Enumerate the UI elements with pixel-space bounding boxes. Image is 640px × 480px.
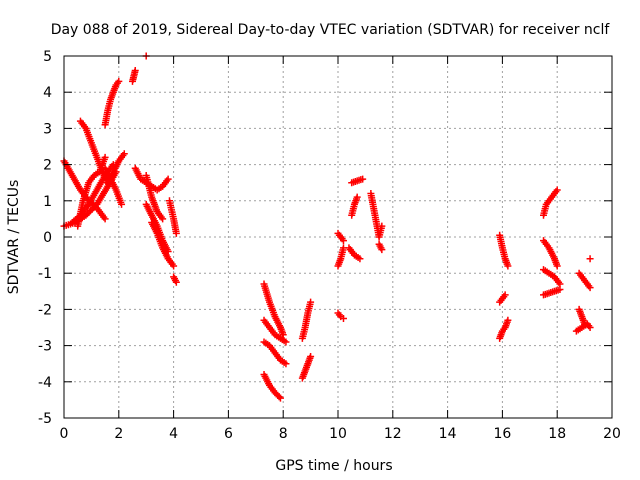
x-tick-label: 16 <box>493 426 511 442</box>
data-point-track-7 <box>118 200 126 208</box>
chart-title: Day 088 of 2019, Sidereal Day-to-day VTE… <box>51 22 611 38</box>
x-tick-label: 14 <box>439 426 457 442</box>
data-point-track-26 <box>356 255 364 263</box>
x-tick-label: 6 <box>224 426 233 442</box>
data-point-track-20 <box>275 393 283 401</box>
x-tick-label: 10 <box>329 426 347 442</box>
y-tick-label: 5 <box>43 49 52 65</box>
x-tick-label: 0 <box>60 426 69 442</box>
x-tick-label: 18 <box>548 426 566 442</box>
data-point-track-16 <box>172 278 180 286</box>
x-tick-label: 20 <box>603 426 621 442</box>
data-point-track-6 <box>115 77 123 85</box>
data-point-track-25 <box>339 237 347 245</box>
data-point-track-39 <box>586 255 594 263</box>
data-point-track-17 <box>279 331 287 339</box>
data-point-track-22 <box>307 352 315 360</box>
data-point-track-35 <box>553 262 561 270</box>
data-point-track-2 <box>90 204 98 212</box>
data-point-track-28 <box>359 175 367 183</box>
y-tick-label: -1 <box>38 266 52 282</box>
y-tick-label: -5 <box>38 411 52 427</box>
y-tick-label: 3 <box>43 121 52 137</box>
data-point-track-15 <box>172 229 180 237</box>
data-point-track-21 <box>307 298 315 306</box>
data-point-track-34 <box>553 186 561 194</box>
data-point-track-9 <box>131 66 139 74</box>
y-tick-label: -4 <box>38 375 52 391</box>
data-point-track-14 <box>170 262 178 270</box>
y-tick-label: 2 <box>43 158 52 174</box>
data-point-track-19 <box>282 360 290 368</box>
y-tick-label: 4 <box>43 85 52 101</box>
data-point-track-12 <box>159 215 167 223</box>
data-point-track-11 <box>164 175 172 183</box>
plot-frame <box>63 55 613 419</box>
y-tick-label: 0 <box>43 230 52 246</box>
y-tick-label: -2 <box>38 302 52 318</box>
data-point-track-2 <box>88 205 96 213</box>
y-tick-label: -3 <box>38 339 52 355</box>
data-point-track-23 <box>339 314 347 322</box>
data-point-track-4 <box>101 153 109 161</box>
data-point-track-18 <box>282 338 290 346</box>
data-point-track-29 <box>378 222 386 230</box>
data-point-track-8 <box>120 150 128 158</box>
data-point-track-33 <box>504 316 512 324</box>
y-tick-label: 1 <box>43 194 52 210</box>
data-point-track-41 <box>581 320 589 328</box>
data-point-track-20 <box>276 394 284 402</box>
x-tick-label: 4 <box>169 426 178 442</box>
x-tick-label: 8 <box>279 426 288 442</box>
data-point-track-38 <box>586 284 594 292</box>
data-point-track-31 <box>504 262 512 270</box>
data-point-track-40 <box>586 324 594 331</box>
data-point-track-1 <box>101 215 109 223</box>
data-marks <box>60 52 594 402</box>
data-point-track-37 <box>556 285 564 293</box>
data-point-track-32 <box>501 291 509 299</box>
x-tick-label: 12 <box>384 426 402 442</box>
data-point-track-2 <box>87 207 95 215</box>
data-point-track-2 <box>85 208 93 216</box>
data-point-track-27 <box>353 193 361 201</box>
x-tick-label: 2 <box>114 426 123 442</box>
data-point-track-30 <box>378 246 386 254</box>
x-axis-label: GPS time / hours <box>275 458 392 474</box>
y-axis-label: SDTVAR / TECUs <box>6 180 22 295</box>
